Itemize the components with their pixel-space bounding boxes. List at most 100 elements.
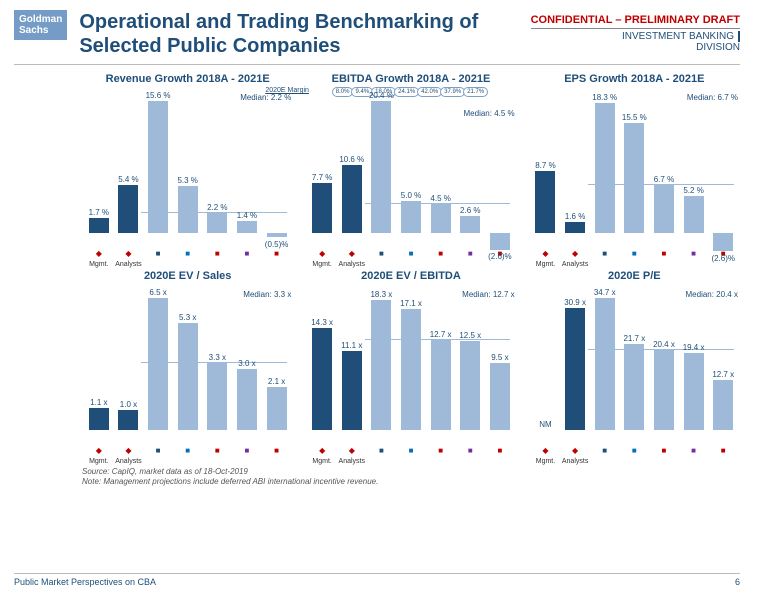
company-icon: ■ [245,249,250,259]
header: Goldman Sachs Operational and Trading Be… [0,0,768,58]
division-line2: DIVISION [531,42,740,53]
company-icon: ■ [662,249,667,259]
xaxis-item: ■ [649,243,679,268]
bar-col: 12.5 x [455,288,485,430]
bar-rect [595,103,615,233]
bar-value-label: 5.3 x [179,313,196,322]
chart-area: Median: 4.5 %7.7 %10.6 %20.4 %5.0 %4.5 %… [305,91,516,233]
bar-col: 2.1 x [262,288,292,430]
company-icon: ■ [691,446,696,456]
xaxis-item: ■ [649,440,679,465]
bar-nm-label: NM [539,420,551,429]
bar-col: NM [531,288,561,430]
company-icon: ■ [438,249,443,259]
xaxis-item: ■ [708,440,738,465]
company-icon: ◆ [572,446,578,456]
xaxis-row: ◆Mgmt.◆Analysts■■■■■ [82,430,293,465]
bar-col: 1.6 % [560,91,590,233]
company-icon: ■ [379,249,384,259]
company-icon: ■ [409,446,414,456]
bar-value-label: 1.0 x [120,400,137,409]
bar-col: 18.3 x [367,288,397,430]
company-icon: ■ [409,249,414,259]
bar-value-label: 14.3 x [311,318,333,327]
chart-grid: Revenue Growth 2018A - 2021EMedian: 2.2 … [0,71,768,463]
xaxis-item: ■ [590,440,620,465]
bar-col: 9.5 x [485,288,515,430]
bar-rect [401,201,421,233]
bar-value-label: (2.6)% [488,252,512,261]
company-icon: ◆ [349,446,355,456]
bar-rect [624,344,644,430]
bar-rect [490,363,510,430]
bar-rect [565,308,585,430]
bar-rect [89,218,109,233]
xaxis-label: Mgmt. [531,261,561,268]
xaxis-item: ◆Analysts [114,243,144,268]
bar-col: 20.4 x [649,288,679,430]
company-icon: ■ [274,249,279,259]
xaxis-label: Mgmt. [84,458,114,465]
bar-rect [342,165,362,233]
xaxis-label: Mgmt. [307,458,337,465]
logo: Goldman Sachs [14,10,67,40]
xaxis-row: ◆Mgmt.◆Analysts■■■■■ [82,233,293,268]
company-icon: ■ [602,446,607,456]
bar-rect [148,101,168,233]
bar-rect [654,185,674,233]
footer-right: 6 [735,577,740,587]
bar-col: 3.3 x [203,288,233,430]
company-icon: ◆ [96,446,102,456]
bar-value-label: 20.4 % [369,91,394,100]
bar-value-label: 5.3 % [177,176,197,185]
xaxis-row: ◆Mgmt.◆Analysts■■■■■ [529,233,740,268]
bar-rect [89,408,109,430]
bar-rect [595,298,615,430]
company-icon: ◆ [319,446,325,456]
bar-value-label: 34.7 x [594,288,616,297]
xaxis-item: ◆Analysts [114,440,144,465]
bar-col: 6.7 % [649,91,679,233]
bar-value-label: 12.5 x [459,331,481,340]
company-icon: ■ [215,446,220,456]
xaxis-item: ◆Analysts [560,243,590,268]
bar-value-label: 2.6 % [460,206,480,215]
company-icon: ◆ [572,249,578,259]
bar-col: 15.6 % [143,91,173,233]
bar-col: 1.0 x [114,288,144,430]
division-line1: INVESTMENT BANKING [531,31,740,42]
bars-row: 7.7 %10.6 %20.4 %5.0 %4.5 %2.6 %(2.6)% [305,91,516,233]
bar-col: 3.0 x [232,288,262,430]
company-icon: ■ [662,446,667,456]
chart-title: 2020E EV / EBITDA [305,268,516,284]
bar-value-label: 15.5 % [622,113,647,122]
xaxis-item: ◆Mgmt. [84,243,114,268]
bar-value-label: 5.4 % [118,175,138,184]
bar-value-label: 20.4 x [653,340,675,349]
xaxis-item: ■ [203,243,233,268]
xaxis-item: ■ [232,243,262,268]
bar-rect [267,387,287,430]
bar-value-label: 2.2 % [207,203,227,212]
company-icon: ■ [185,249,190,259]
bar-col: 20.4 % [367,91,397,233]
bar-rect-neg [713,233,733,251]
bar-value-label: (0.5)% [265,240,289,249]
footnote-2: Note: Management projections include def… [82,477,740,487]
bar-value-label: 1.7 % [89,208,109,217]
xaxis-item: ◆Mgmt. [531,440,561,465]
xaxis-item: ■ [396,243,426,268]
bar-col: 2.2 % [203,91,233,233]
bar-rect [178,323,198,431]
bar-col: 2.6 % [455,91,485,233]
bar-value-label: 5.2 % [683,186,703,195]
company-icon: ■ [468,249,473,259]
bar-value-label: 18.3 x [370,290,392,299]
bar-rect [654,350,674,430]
footnote-1: Source: CapIQ, market data as of 18-Oct-… [82,467,740,477]
chart-title: EBITDA Growth 2018A - 2021E [305,71,516,87]
logo-line2: Sachs [19,25,62,36]
confidential-label: CONFIDENTIAL – PRELIMINARY DRAFT [531,14,740,29]
bar-rect [684,353,704,430]
bars-row: 1.7 %5.4 %15.6 %5.3 %2.2 %1.4 %(0.5)% [82,91,293,233]
